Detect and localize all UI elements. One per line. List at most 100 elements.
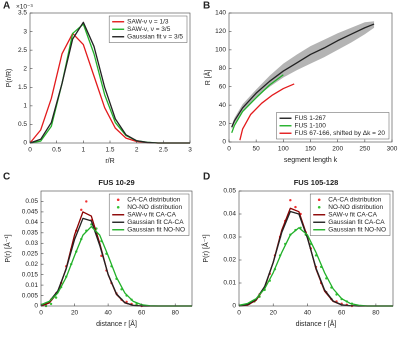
y-tick-label: 0.04 [223, 211, 236, 218]
y-tick-label: 0.01 [25, 282, 38, 289]
x-tick-label: 0.5 [52, 147, 61, 154]
x-tick-label: 80 [372, 310, 380, 317]
data-point [85, 200, 88, 203]
y-tick-label: 80 [219, 65, 227, 72]
legend-label: Gaussian fit NO-NO [328, 226, 386, 233]
data-point [80, 208, 83, 212]
y-tick-label: 0.5 [18, 121, 27, 128]
x-tick-label: 50 [253, 146, 261, 153]
legend-label: Gaussian fit CA-CA [127, 219, 184, 226]
y-tick-label: 3.5 [18, 10, 27, 17]
y-tick-label: 0 [232, 303, 236, 310]
y-tick-label: 20 [219, 120, 227, 127]
y-tick-label: 0 [23, 140, 27, 147]
x-tick-label: 40 [104, 310, 112, 317]
data-point [54, 296, 58, 299]
x-tick-label: 0 [227, 146, 231, 153]
x-axis-title: segment length k [284, 157, 338, 164]
chart-title: FUS 10-29 [98, 178, 134, 187]
y-axis-title: R [Å] [203, 70, 212, 86]
axes-frame [40, 190, 193, 307]
x-tick-label: 0 [28, 147, 32, 154]
data-point [289, 199, 292, 202]
y-tick-label: 3 [23, 28, 27, 35]
x-tick-label: 60 [338, 310, 346, 317]
y-tick-label: 140 [215, 10, 226, 17]
x-tick-label: 1 [82, 147, 86, 154]
legend-label: Gaussian fit CA-CA [328, 219, 385, 226]
x-tick-label: 80 [172, 310, 180, 317]
y-tick-label: 40 [219, 102, 227, 109]
y-tick-label: 2.5 [18, 47, 27, 54]
x-tick-label: 40 [304, 310, 312, 317]
y-tick-label: 100 [215, 47, 226, 54]
y-tick-label: 120 [215, 28, 226, 35]
legend-marker [317, 198, 321, 202]
y-multiplier: ×10⁻³ [16, 4, 33, 11]
y-axis-title: P(r) [Å⁻¹] [3, 234, 12, 262]
series-line [231, 23, 375, 128]
x-axis-title: distance r [Å] [96, 319, 137, 328]
y-axis-title: P(r) [Å⁻¹] [201, 234, 210, 262]
y-tick-label: 2 [23, 65, 27, 72]
y-tick-label: 0.05 [25, 198, 38, 205]
legend-label: SAW-ν, ν = 3/5 [127, 26, 171, 33]
panel-label: B [203, 1, 210, 12]
y-tick-label: 0.035 [22, 230, 39, 237]
confidence-band [231, 21, 375, 130]
series-line [239, 83, 295, 141]
y-tick-label: 0.015 [22, 271, 39, 278]
x-tick-label: 1.5 [105, 147, 114, 154]
legend-label: CA-CA distribution [328, 196, 381, 203]
legend-label: Gaussian fit NO-NO [127, 226, 185, 233]
x-axis-title: r/R [105, 158, 114, 165]
x-tick-label: 2 [135, 147, 139, 154]
legend-label: SAW-ν fit CA-CA [127, 211, 176, 218]
x-tick-label: 250 [359, 146, 370, 153]
y-tick-label: 1.5 [18, 84, 27, 91]
legend-label: Gaussian fit ν = 3/5 [127, 33, 183, 40]
legend-label: SAW-ν ν = 1/3 [127, 18, 169, 25]
legend-label: SAW-ν fit CA-CA [328, 211, 377, 218]
x-tick-label: 200 [332, 146, 343, 153]
x-tick-label: 20 [71, 310, 79, 317]
data-point [49, 302, 53, 306]
legend-marker [317, 205, 321, 209]
y-tick-label: 0.05 [223, 188, 236, 195]
y-tick-label: 0.025 [22, 250, 39, 257]
legend-label: FUS 1-100 [294, 122, 326, 129]
legend-box [276, 112, 390, 140]
x-tick-label: 0 [237, 310, 241, 317]
legend-label: FUS 67-166, shifted by Δk = 20 [294, 130, 385, 137]
legend-label: CA-CA distribution [127, 196, 180, 203]
x-tick-label: 150 [305, 146, 316, 153]
y-tick-label: 60 [219, 83, 227, 90]
series-line [231, 74, 284, 134]
legend-marker [116, 198, 120, 202]
y-tick-label: 0.02 [25, 261, 38, 268]
y-tick-label: 1 [23, 103, 27, 110]
y-axis-title: P(r/R) [6, 69, 13, 88]
x-tick-label: 100 [278, 146, 289, 153]
y-tick-label: 0.03 [223, 234, 236, 241]
x-tick-label: 20 [270, 310, 278, 317]
data-point [294, 205, 297, 209]
legend-marker [116, 205, 120, 209]
legend-label: FUS 1-267 [294, 115, 326, 122]
y-tick-label: 0.03 [25, 240, 38, 247]
axes-frame [238, 190, 394, 307]
panel-label: C [3, 172, 10, 183]
panel-label: D [203, 172, 210, 183]
x-tick-label: 300 [387, 146, 398, 153]
x-tick-label: 2.5 [159, 147, 168, 154]
x-tick-label: 0 [39, 310, 43, 317]
panel-label: A [3, 1, 10, 12]
x-tick-label: 60 [138, 310, 146, 317]
y-tick-label: 0.01 [223, 280, 236, 287]
y-tick-label: 0.02 [223, 257, 236, 264]
